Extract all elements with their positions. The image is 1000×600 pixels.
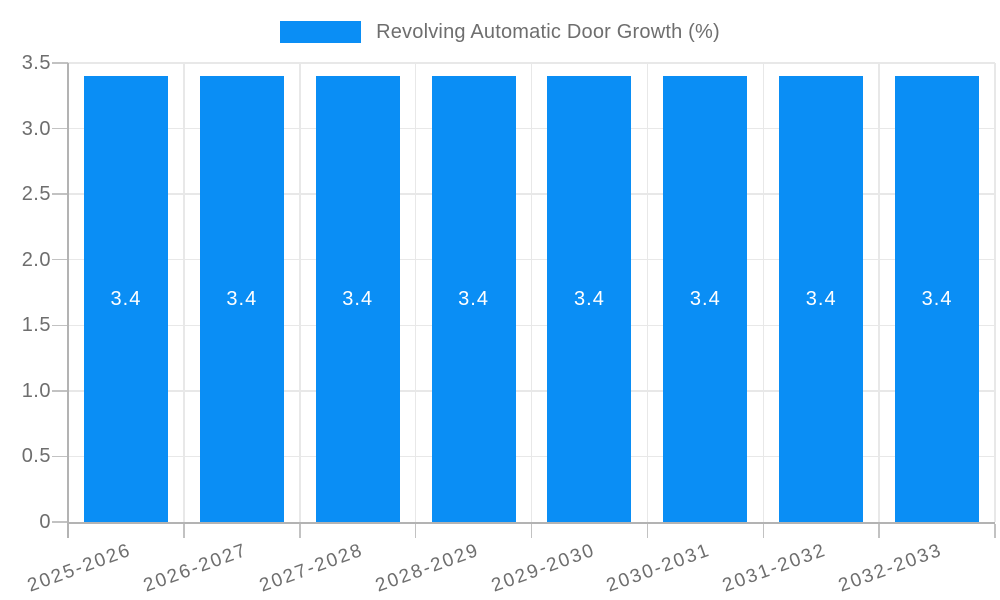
- x-gridline: [646, 63, 649, 522]
- x-gridline: [994, 63, 996, 522]
- x-axis-label: 2031-2032: [720, 539, 830, 597]
- y-tick: [52, 521, 68, 523]
- y-tick: [52, 390, 68, 392]
- y-axis-label: 1.5: [21, 314, 51, 337]
- y-axis-label: 1.0: [21, 379, 51, 402]
- x-gridline: [878, 63, 880, 522]
- x-axis-line: [68, 522, 995, 524]
- x-axis-label: 2026-2027: [140, 539, 251, 597]
- bar-value-label: 3.4: [689, 288, 721, 311]
- x-tick: [878, 524, 880, 538]
- y-axis-label: 3.5: [21, 52, 51, 74]
- y-tick: [52, 62, 68, 64]
- x-axis-label: 2032-2033: [835, 539, 946, 597]
- x-axis-label: 2029-2030: [488, 539, 598, 597]
- bar[interactable]: [83, 76, 168, 522]
- x-gridline: [299, 63, 301, 522]
- bar-value-label: 3.4: [342, 288, 374, 311]
- bar[interactable]: [547, 76, 632, 522]
- bar[interactable]: [895, 76, 980, 522]
- y-axis-label: 3.0: [21, 117, 51, 140]
- y-tick: [52, 324, 68, 327]
- x-tick: [762, 524, 764, 538]
- x-gridline: [530, 63, 533, 522]
- x-axis-label: 2025-2026: [24, 539, 135, 597]
- x-axis-label: 2028-2029: [372, 539, 482, 597]
- x-axis-label: 2027-2028: [256, 539, 367, 597]
- x-gridline: [414, 63, 417, 522]
- y-tick: [52, 455, 68, 458]
- bar[interactable]: [663, 76, 748, 522]
- bar[interactable]: [315, 76, 400, 522]
- y-axis-label: 2.5: [21, 183, 51, 206]
- bar-value-label: 3.4: [110, 288, 142, 311]
- y-tick: [52, 127, 68, 130]
- x-tick: [530, 524, 533, 538]
- y-axis-label: 0.5: [21, 445, 51, 468]
- x-gridline: [183, 63, 185, 522]
- legend[interactable]: Revolving Automatic Door Growth (%): [0, 19, 1000, 45]
- y-axis-line: [67, 63, 69, 538]
- bar[interactable]: [199, 76, 284, 522]
- x-tick: [994, 524, 996, 538]
- x-tick: [183, 524, 185, 538]
- bar-value-label: 3.4: [458, 288, 489, 311]
- x-axis-label: 2030-2031: [604, 539, 714, 597]
- y-axis-label: 2.0: [21, 248, 51, 271]
- bar-value-label: 3.4: [921, 288, 953, 311]
- x-gridline: [762, 63, 764, 522]
- bar[interactable]: [779, 76, 864, 522]
- x-tick: [646, 524, 649, 538]
- y-axis-label: 0: [39, 511, 51, 533]
- y-tick: [52, 258, 68, 261]
- bar-value-label: 3.4: [574, 288, 605, 311]
- bar[interactable]: [431, 76, 516, 522]
- x-tick: [414, 524, 417, 538]
- legend-swatch: [280, 21, 362, 43]
- y-tick: [52, 193, 68, 195]
- legend-label: Revolving Automatic Door Growth (%): [376, 20, 720, 43]
- bar-value-label: 3.4: [805, 288, 837, 311]
- bar-value-label: 3.4: [226, 288, 258, 311]
- x-tick: [299, 524, 301, 538]
